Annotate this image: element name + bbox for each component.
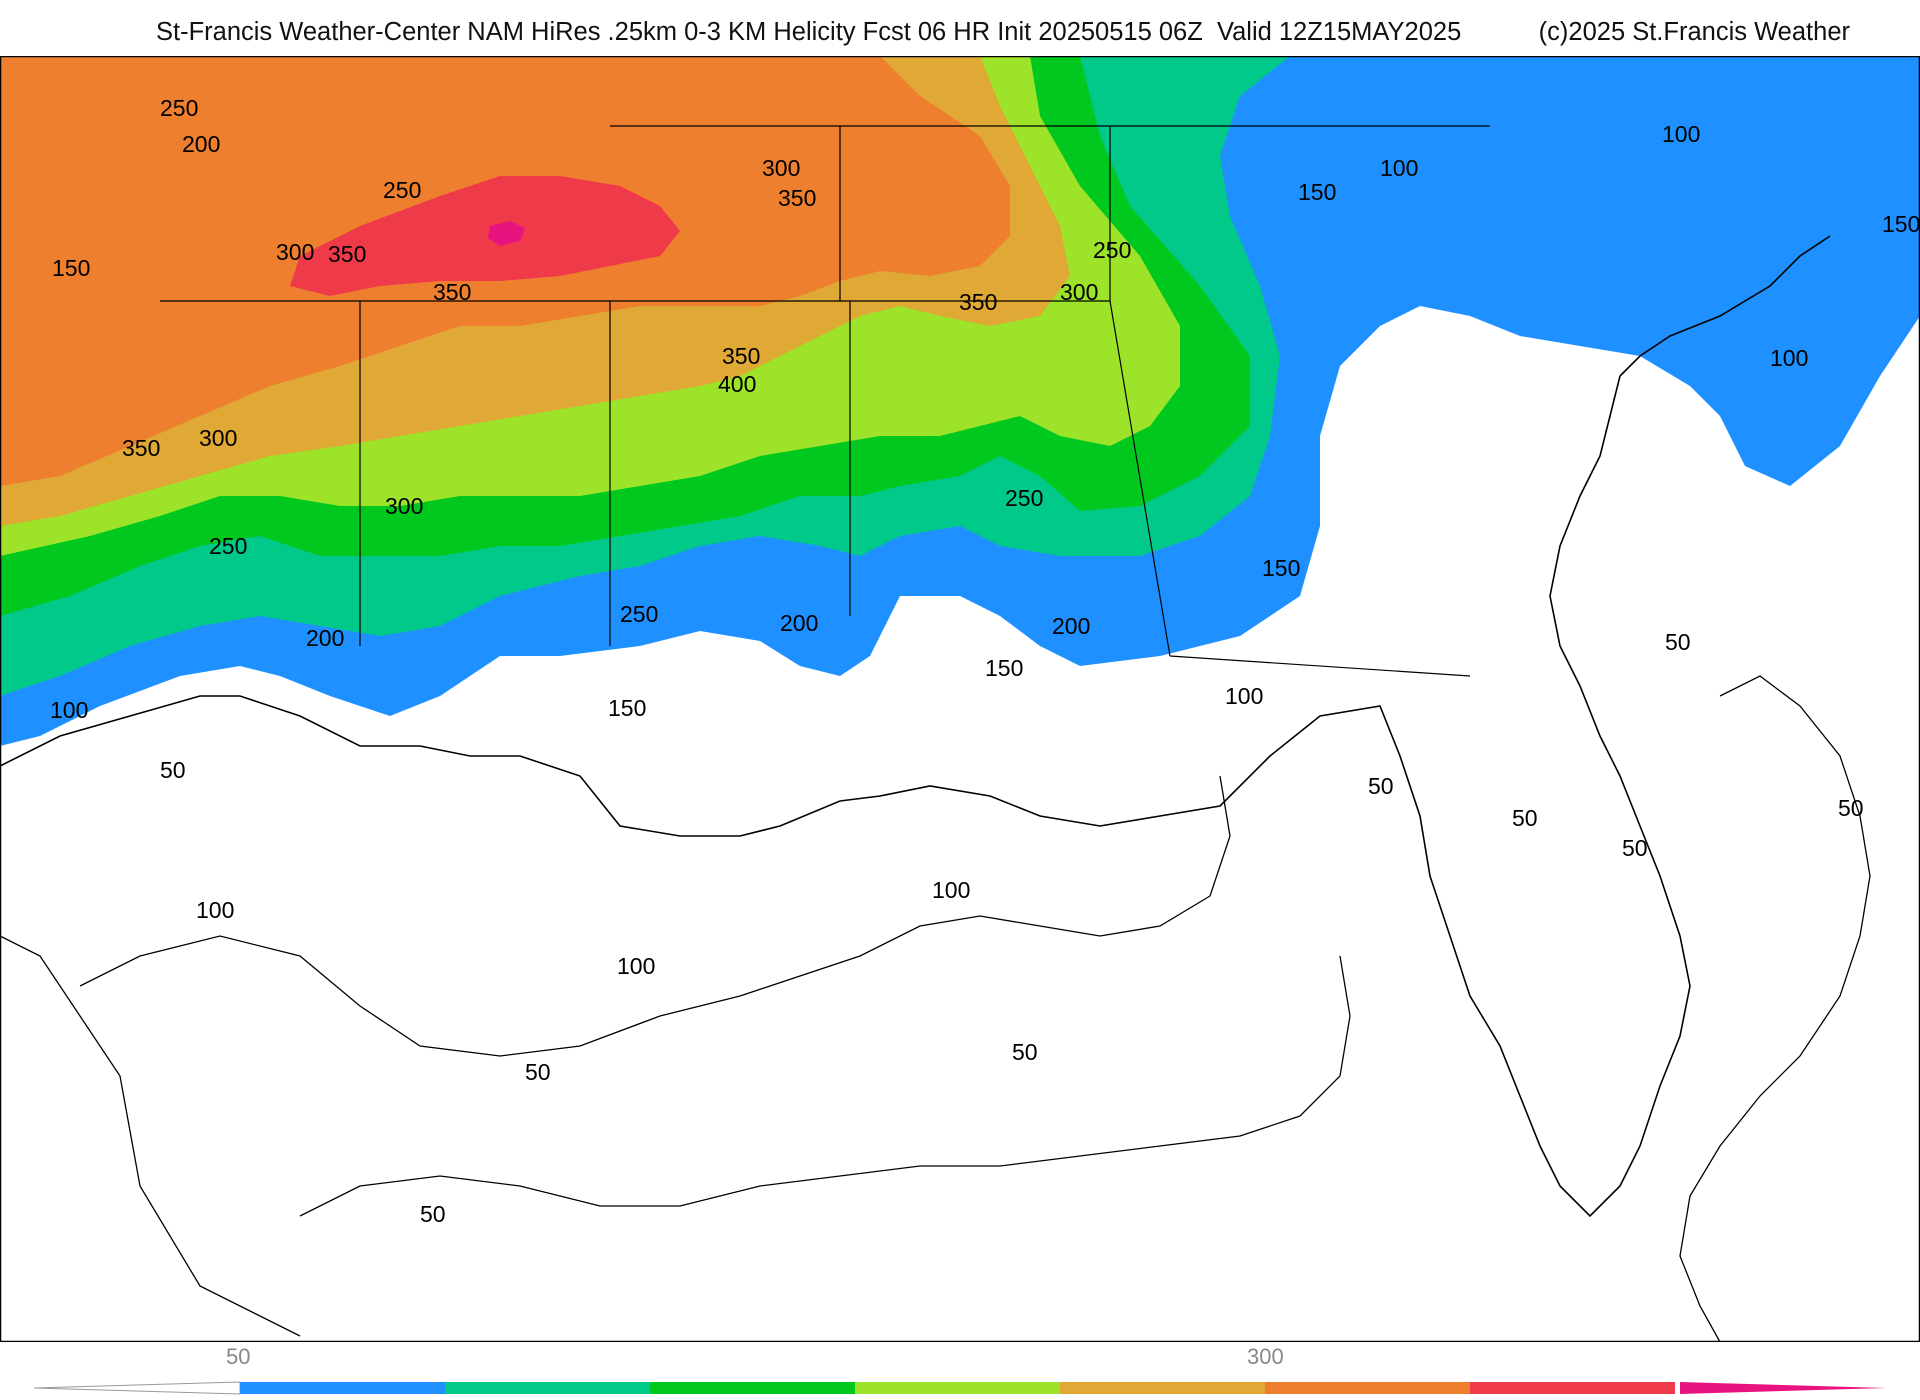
contour-label: 50 — [1838, 795, 1864, 821]
colorbar-segment — [240, 1382, 445, 1394]
contour-label: 100 — [932, 877, 970, 903]
contour-labels: 250 200 250 150 300 350 300 350 350 350 … — [50, 95, 1920, 1227]
contour-label: 250 — [160, 95, 198, 121]
colorbar-scale — [34, 1381, 1886, 1395]
colorbar-segment — [445, 1382, 650, 1394]
colorbar-high-triangle — [1680, 1382, 1886, 1394]
contour-label: 150 — [52, 255, 90, 281]
contour-label: 50 — [1512, 805, 1538, 831]
map-title: St-Francis Weather-Center NAM HiRes .25k… — [156, 18, 1462, 46]
contour-label: 100 — [617, 953, 655, 979]
contour-label: 350 — [433, 279, 471, 305]
contour-label: 200 — [182, 131, 220, 157]
colorbar-segments — [240, 1382, 1675, 1394]
contour-label: 300 — [1060, 279, 1098, 305]
colorbar-low-triangle — [34, 1381, 241, 1395]
contour-label: 100 — [1662, 121, 1700, 147]
colorbar-tick-label: 300 — [1247, 1344, 1284, 1369]
shading-band-400-plus — [488, 221, 525, 246]
contour-label: 200 — [780, 610, 818, 636]
contour-label: 250 — [209, 533, 247, 559]
contour-label: 50 — [1665, 629, 1691, 655]
contour-label: 100 — [1225, 683, 1263, 709]
contour-label: 100 — [1380, 155, 1418, 181]
helicity-shading — [0, 56, 1920, 746]
contour-label: 150 — [985, 655, 1023, 681]
contour-label: 200 — [306, 625, 344, 651]
contour-label: 50 — [1622, 835, 1648, 861]
contour-label: 250 — [1005, 485, 1043, 511]
colorbar-tick-label: 50 — [226, 1344, 251, 1369]
shading-band-350-400 — [290, 176, 680, 296]
contour-label: 350 — [778, 185, 816, 211]
colorbar-segment — [855, 1382, 1060, 1394]
colorbar-segment — [1265, 1382, 1470, 1394]
gulf-contour-50 — [0, 935, 1351, 1337]
contour-label: 350 — [959, 289, 997, 315]
atlantic-contour-50 — [1679, 675, 1871, 1342]
gulf-coastline — [0, 375, 1691, 1218]
gulf-contour-100 — [79, 775, 1231, 1057]
contour-label: 300 — [385, 493, 423, 519]
contour-label: 250 — [1093, 237, 1131, 263]
contour-label: 350 — [328, 241, 366, 267]
colorbar-segment — [650, 1382, 855, 1394]
contour-label: 350 — [722, 343, 760, 369]
contour-label: 50 — [160, 757, 186, 783]
atlantic-coastline — [1619, 235, 1831, 377]
state-border-north — [160, 125, 1490, 677]
map-canvas: 250 200 250 150 300 350 300 350 350 350 … — [0, 56, 1920, 1342]
contour-label: 100 — [1770, 345, 1808, 371]
contour-label: 150 — [608, 695, 646, 721]
contour-label: 150 — [1262, 555, 1300, 581]
contour-label: 50 — [525, 1059, 551, 1085]
contour-label: 300 — [276, 239, 314, 265]
contour-label: 250 — [620, 601, 658, 627]
contour-label: 50 — [1368, 773, 1394, 799]
colorbar-segment — [1470, 1382, 1675, 1394]
contour-label: 100 — [50, 697, 88, 723]
contour-label: 400 — [718, 371, 756, 397]
contour-label: 300 — [762, 155, 800, 181]
contour-label: 200 — [1052, 613, 1090, 639]
contour-label: 150 — [1882, 211, 1920, 237]
contour-label: 350 — [122, 435, 160, 461]
contour-label: 150 — [1298, 179, 1336, 205]
helicity-map: 250 200 250 150 300 350 300 350 350 350 … — [0, 56, 1920, 1342]
contour-label: 300 — [199, 425, 237, 451]
copyright-credit: (c)2025 St.Francis Weather — [1538, 18, 1850, 46]
contour-label: 50 — [1012, 1039, 1038, 1065]
contour-label: 100 — [196, 897, 234, 923]
map-header: St-Francis Weather-Center NAM HiRes .25k… — [0, 0, 1920, 56]
contour-label: 50 — [420, 1201, 446, 1227]
colorbar: 50 300 — [0, 1342, 1920, 1400]
contour-label: 250 — [383, 177, 421, 203]
geographic-outlines — [0, 125, 1871, 1342]
colorbar-segment — [1060, 1382, 1265, 1394]
